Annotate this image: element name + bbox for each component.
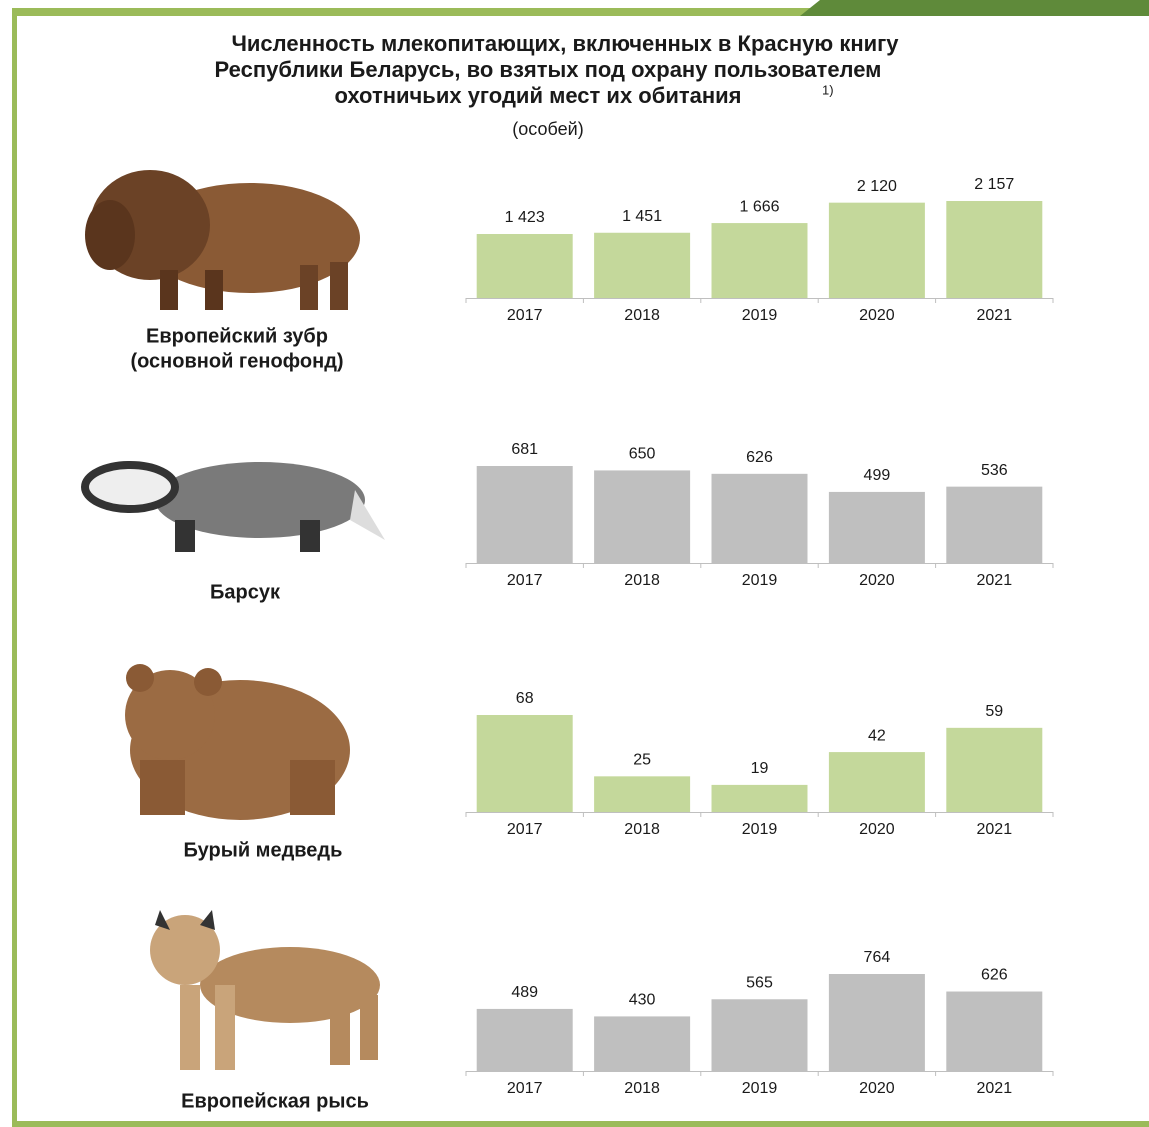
bar (476, 715, 573, 812)
x-tick-label: 2017 (507, 572, 543, 589)
bar (711, 473, 808, 563)
x-tick-label: 2019 (742, 572, 778, 589)
bear-image (125, 664, 350, 820)
x-tick-label: 2017 (507, 307, 543, 324)
x-tick-label: 2018 (624, 821, 660, 838)
badger-image (81, 461, 385, 552)
value-label: 59 (985, 703, 1003, 720)
title-line: охотничьих угодий мест их обитания (334, 83, 741, 108)
bar (711, 999, 808, 1071)
value-label: 1 423 (505, 209, 545, 226)
left-border (12, 8, 17, 1127)
bar (476, 466, 573, 563)
bar (828, 491, 925, 563)
x-tick-label: 2018 (624, 1080, 660, 1097)
chart-subtitle: (основной генофонд) (130, 350, 343, 372)
value-label: 19 (751, 760, 769, 777)
bar (946, 727, 1043, 812)
bison-image (85, 170, 360, 310)
value-label: 626 (746, 449, 773, 466)
value-label: 2 120 (857, 178, 897, 195)
title-line: Численность млекопитающих, включенных в … (231, 31, 899, 56)
lynx-image (150, 910, 380, 1070)
x-tick-label: 2019 (742, 821, 778, 838)
x-tick-label: 2018 (624, 572, 660, 589)
value-label: 430 (629, 992, 656, 1009)
x-tick-label: 2020 (859, 821, 895, 838)
x-tick-label: 2021 (977, 307, 1013, 324)
value-label: 42 (868, 727, 886, 744)
title-line: Республики Беларусь, во взятых под охран… (215, 57, 882, 82)
corner-accent (800, 0, 1149, 16)
value-label: 68 (516, 690, 534, 707)
x-tick-label: 2021 (977, 821, 1013, 838)
chart-title: Барсук (210, 581, 281, 603)
value-label: 681 (511, 441, 538, 458)
bottom-border (12, 1121, 1149, 1127)
value-label: 1 666 (739, 198, 779, 215)
value-label: 650 (629, 446, 656, 463)
x-tick-label: 2019 (742, 1080, 778, 1097)
bar (476, 1008, 573, 1071)
x-tick-label: 2020 (859, 572, 895, 589)
value-label: 1 451 (622, 208, 662, 225)
x-tick-label: 2020 (859, 307, 895, 324)
value-label: 764 (864, 949, 891, 966)
x-tick-label: 2017 (507, 1080, 543, 1097)
x-tick-label: 2018 (624, 307, 660, 324)
bar (594, 470, 691, 563)
bar (711, 223, 808, 298)
chart-title: Европейский зубр (146, 325, 328, 347)
x-tick-label: 2021 (977, 572, 1013, 589)
value-label: 626 (981, 967, 1008, 984)
x-tick-label: 2019 (742, 307, 778, 324)
chart-title: Бурый медведь (184, 839, 343, 861)
x-tick-label: 2020 (859, 1080, 895, 1097)
footnote-mark: 1) (822, 82, 834, 97)
bar (828, 974, 925, 1071)
bar (711, 784, 808, 812)
bar (828, 202, 925, 298)
bar (946, 201, 1043, 298)
bar (594, 1016, 691, 1071)
top-border (14, 8, 1149, 16)
unit-label: (особей) (512, 119, 583, 139)
value-label: 536 (981, 462, 1008, 479)
value-label: 499 (864, 467, 891, 484)
bar (476, 234, 573, 298)
x-tick-label: 2017 (507, 821, 543, 838)
x-tick-label: 2021 (977, 1080, 1013, 1097)
bar (828, 752, 925, 812)
value-label: 2 157 (974, 176, 1014, 193)
value-label: 489 (511, 984, 538, 1001)
value-label: 25 (633, 752, 651, 769)
chart-title: Европейская рысь (181, 1090, 369, 1112)
bar (594, 776, 691, 812)
bar (946, 991, 1043, 1071)
bar (946, 486, 1043, 563)
bar (594, 232, 691, 298)
value-label: 565 (746, 974, 773, 991)
